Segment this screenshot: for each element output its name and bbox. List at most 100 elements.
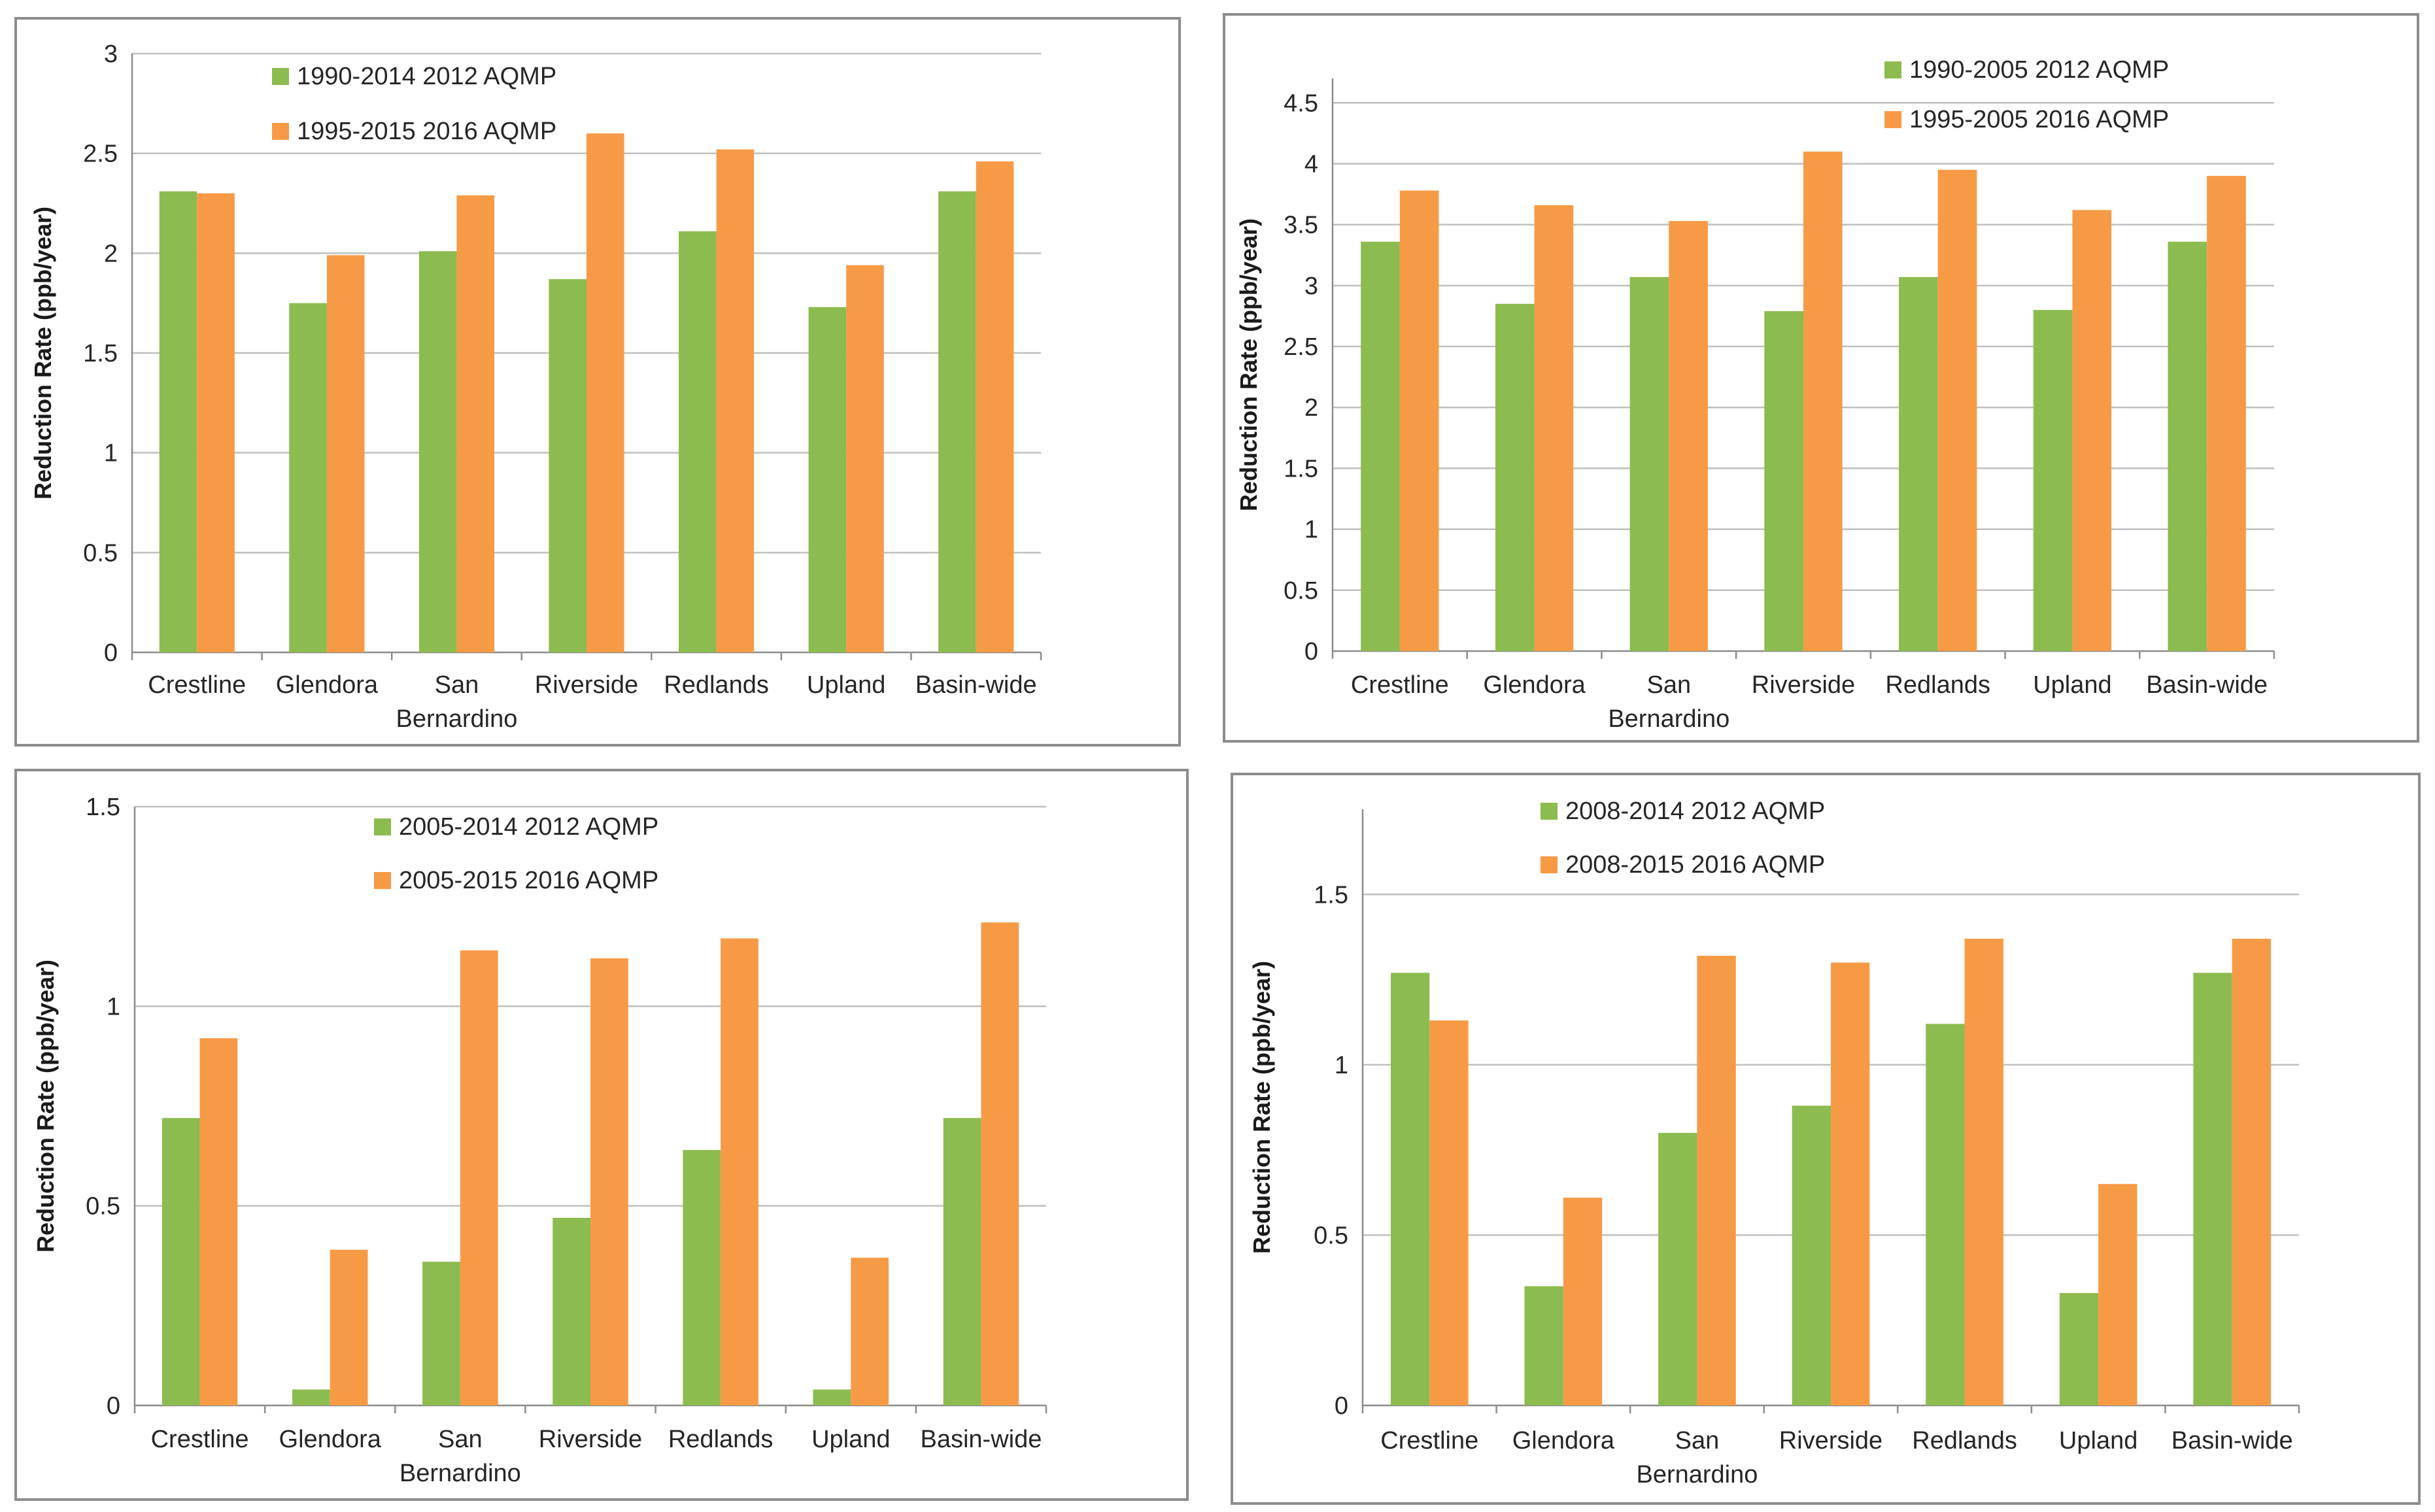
legend-swatch [272,68,289,85]
y-tick-label: 1 [104,440,118,467]
bar-series-1-riverside [1764,311,1803,652]
x-category-labels: Crestline Glendora San Bernardino Riverside R… [131,652,1042,733]
x-category-label: San Bernardino [1636,1427,1758,1488]
x-category-label: San Bernardino [400,1426,521,1487]
y-tick-label: 0.5 [1314,1222,1348,1249]
x-category-label: Redlands [668,1426,774,1453]
bar-series-2-basin-wide [2232,939,2272,1405]
bar-series-1-upland [808,307,847,653]
chart-panel-bottom-left: 0 0.5 1 1.5 Crestline Glendora San Bernardino Ri… [14,769,1189,1501]
y-tick-label: 2 [104,240,118,267]
y-tick-label: 1 [1304,516,1318,544]
bar-series-2-glendora [326,255,365,652]
x-category-label: Basin-wide [920,1426,1042,1453]
bar-series-1-glendora [289,303,327,653]
x-category-label: Crestline [1351,671,1449,699]
bar-series-2-upland [2072,210,2112,652]
legend: 2005-2014 2012 AQMP 2005-2015 2016 AQMP [374,813,658,894]
x-category-label: Basin-wide [2146,671,2268,699]
y-tick-label: 0.5 [83,539,118,567]
y-tick-labels: 0 0.5 1 1.5 [1314,881,1348,1420]
bar-series-2-upland [846,265,884,652]
y-tick-label: 1.5 [83,340,118,367]
y-tick-labels: 0 0.5 1 1.5 2 2.5 3 [83,41,118,667]
bar-series-2-redlands [716,149,755,652]
bar-series-2-redlands [1937,169,1977,651]
x-category-label: Glendora [276,671,379,699]
x-category-label: San Bernardino [396,671,517,733]
legend-label: 2008-2014 2012 AQMP [1565,798,1825,825]
bar-series-1-san-bernardino [1629,277,1669,651]
y-tick-label: 2 [1304,394,1318,422]
bar-series-1-crestline [1390,973,1430,1405]
bar-series-1-san-bernardino [1658,1133,1697,1405]
bar-series-2-crestline [197,193,235,652]
y-tick-label: 1.5 [86,794,120,821]
bars [159,133,1014,653]
legend: 1990-2005 2012 AQMP 1995-2005 2016 AQMP [1884,56,2169,133]
x-category-label: Upland [2059,1427,2137,1454]
x-category-labels: Crestline Glendora San Bernardino Riverside R… [1331,651,2275,733]
legend-label: 1995-2005 2016 AQMP [1909,106,2169,133]
x-category-label: Glendora [279,1426,382,1453]
bar-series-1-crestline [159,191,197,652]
bar-series-1-redlands [683,1150,721,1405]
bar-chart-2005-2014: 0 0.5 1 1.5 Crestline Glendora San Bernardino Ri… [32,794,1047,1487]
bar-series-2-basin-wide [2207,176,2246,651]
bars [162,922,1019,1405]
x-category-label: Riverside [535,671,638,699]
x-category-label: Redlands [1912,1427,2017,1454]
bar-series-2-redlands [1964,939,2003,1405]
x-category-label: Riverside [1752,671,1855,699]
bar-series-1-redlands [1926,1024,1965,1405]
bar-series-1-upland [2033,310,2073,651]
y-axis-title: Reduction Rate (ppb/year) [32,960,59,1252]
x-category-label: Crestline [1380,1427,1478,1454]
bar-chart-2008-2014: 0 0.5 1 1.5 Crestline Glendora San Bernardino Ri… [1248,798,2300,1488]
y-tick-label: 0 [107,1392,120,1420]
bar-chart-1990-2005: 0 0.5 1 1.5 2 2.5 3 3.5 4 4.5 Crestline Glendora San… [1235,56,2275,733]
bar-series-1-basin-wide [2193,973,2232,1405]
legend-swatch [374,818,391,835]
legend-swatch [1541,856,1558,873]
bar-series-2-upland [2098,1184,2137,1405]
bars [1361,151,2246,652]
bar-series-1-riverside [549,279,587,652]
bar-series-2-san-bernardino [1697,956,1736,1405]
bar-series-1-glendora [1524,1286,1563,1405]
bar-series-2-upland [851,1258,889,1405]
x-category-label: Glendora [1483,671,1586,699]
chart-panel-top-right: 0 0.5 1 1.5 2 2.5 3 3.5 4 4.5 Crestline Glendora San… [1223,13,2419,743]
bar-series-2-san-bernardino [1669,221,1708,651]
bar-series-2-glendora [1534,205,1574,652]
y-tick-labels: 0 0.5 1 1.5 [86,794,120,1420]
bar-series-2-riverside [1831,962,1870,1405]
bar-series-1-basin-wide [938,191,976,652]
bar-series-2-glendora [1563,1198,1603,1405]
x-category-label: Basin-wide [2171,1427,2293,1454]
bar-series-1-upland [2059,1293,2099,1405]
bar-series-2-crestline [1399,190,1439,651]
legend-label: 2005-2015 2016 AQMP [399,867,658,894]
y-tick-label: 0 [1335,1392,1348,1420]
y-tick-label: 1 [1335,1052,1348,1079]
y-axis-title: Reduction Rate (ppb/year) [1235,218,1262,511]
bar-series-1-redlands [678,231,717,652]
x-category-label: Upland [807,671,885,699]
y-axis-title: Reduction Rate (ppb/year) [1248,961,1275,1254]
legend-label: 2005-2014 2012 AQMP [399,813,658,841]
legend-swatch [1884,61,1901,78]
y-tick-label: 4 [1304,150,1318,178]
bar-series-1-basin-wide [2168,241,2207,652]
bar-series-2-san-bernardino [460,950,498,1405]
bar-series-1-glendora [1495,303,1535,652]
y-tick-label: 1 [107,993,120,1020]
bar-series-1-crestline [1361,241,1400,652]
bar-series-1-redlands [1899,277,1938,651]
y-tick-label: 1.5 [1314,881,1348,909]
chart-panel-bottom-right: 0 0.5 1 1.5 Crestline Glendora San Bernardino Ri… [1231,773,2421,1505]
x-category-label: Riverside [539,1426,642,1453]
legend-label: 1990-2005 2012 AQMP [1909,56,2169,84]
bar-series-2-san-bernardino [456,195,495,653]
x-category-label: Crestline [151,1426,249,1453]
